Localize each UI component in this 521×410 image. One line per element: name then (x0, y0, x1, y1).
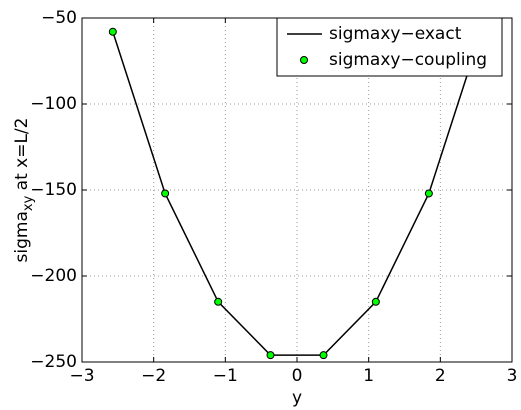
series-marker (319, 351, 328, 360)
legend-label: sigmaxy−coupling (329, 50, 487, 70)
x-tick-label: 3 (507, 366, 518, 386)
legend: sigmaxy−exact sigmaxy−coupling (276, 17, 503, 77)
x-tick-label: 1 (363, 366, 374, 386)
x-tick-label: −1 (213, 366, 238, 386)
y-label-rest: at x=L/2 (12, 118, 32, 196)
y-tick-label: −150 (30, 180, 77, 200)
y-tick-label: −50 (41, 8, 77, 28)
series-marker (371, 297, 380, 306)
x-axis-label: y (292, 388, 302, 408)
y-axis-label: sigmaxy at x=L/2 (12, 118, 36, 263)
y-tick-label: −100 (30, 94, 77, 114)
x-tick-label: 0 (292, 366, 303, 386)
y-tick-label: −200 (30, 266, 77, 286)
series-marker (161, 189, 170, 198)
legend-box (276, 17, 503, 77)
x-tick-label: −2 (141, 366, 166, 386)
legend-swatch (300, 56, 308, 64)
series-marker (424, 189, 433, 198)
series-marker (108, 27, 117, 36)
y-tick-label: −250 (30, 352, 77, 372)
series-marker (266, 351, 275, 360)
x-tick-label: 2 (435, 366, 446, 386)
x-tick-label: −3 (69, 366, 94, 386)
y-label-base: sigma (12, 211, 32, 262)
legend-label: sigmaxy−exact (329, 24, 462, 44)
series-line (112, 31, 482, 356)
y-label-sub: xy (21, 195, 36, 211)
series-marker (214, 297, 223, 306)
